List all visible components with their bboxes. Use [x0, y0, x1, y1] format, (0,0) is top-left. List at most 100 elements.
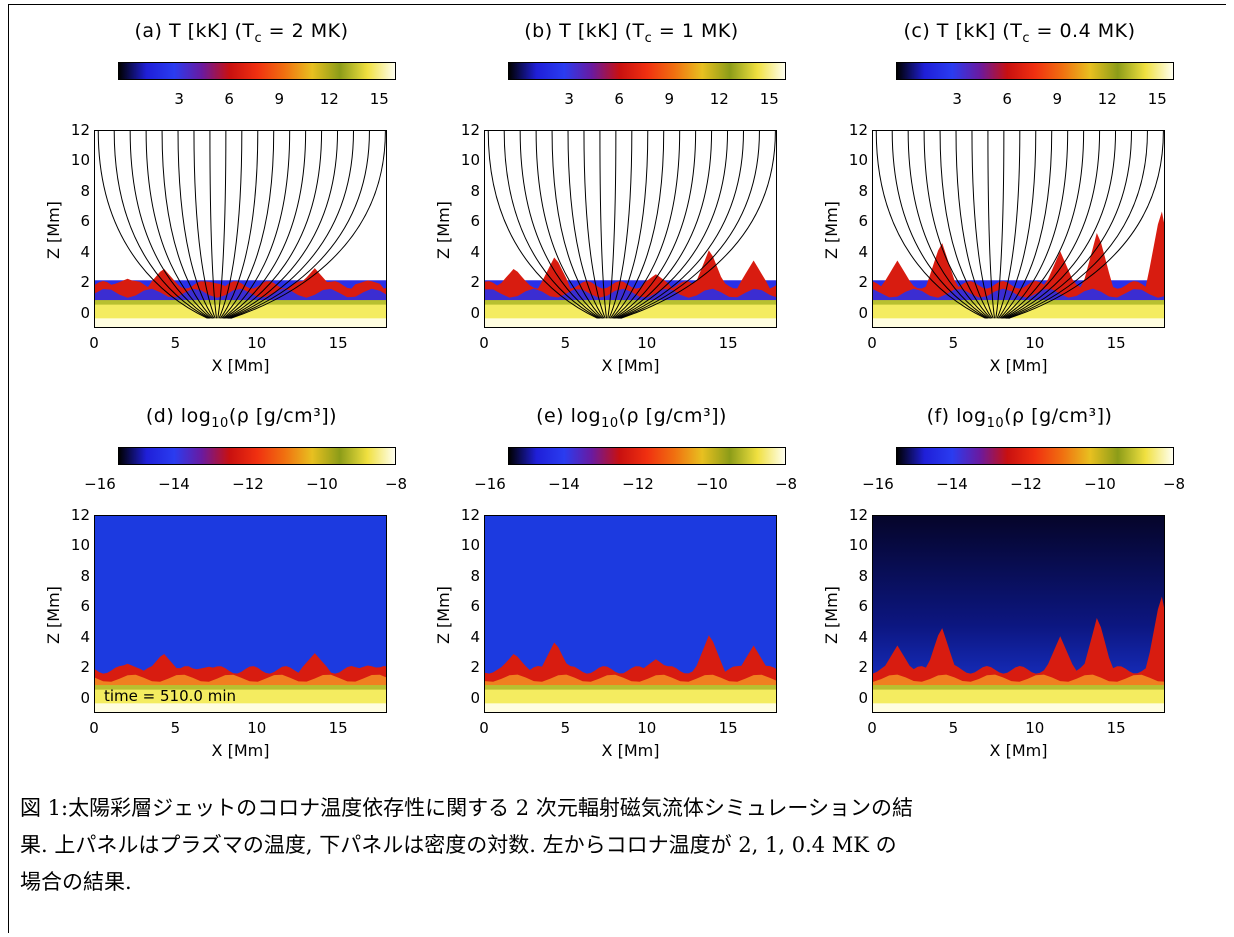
y-tick-label: 8	[80, 181, 90, 200]
corona-region	[95, 131, 386, 281]
y-tick-label: 2	[80, 273, 90, 292]
photosphere-bright	[873, 318, 1164, 327]
colorbar	[118, 447, 396, 465]
x-tick-label: 0	[867, 334, 877, 352]
plot-area	[484, 130, 777, 328]
colorbar-tick-label: −10	[696, 475, 728, 493]
panel-b: (b) T [kK] (Tc = 1 MK) 3 6 9 12 15 12 10 8 6 4 2 0 0 5…	[434, 20, 820, 400]
y-axis-label: Z [Mm]	[44, 586, 63, 644]
plot-image	[485, 516, 776, 712]
y-tick-label: 8	[858, 566, 868, 585]
field-line	[567, 131, 605, 319]
field-line	[613, 131, 697, 319]
x-tick-label: 10	[1025, 719, 1045, 737]
y-tick-label: 0	[470, 303, 480, 322]
y-tick-label: 4	[80, 627, 90, 646]
colorbar	[118, 62, 396, 80]
field-line	[971, 131, 994, 319]
plot-area	[872, 130, 1165, 328]
x-axis-label: X [Mm]	[211, 356, 270, 375]
field-line	[599, 131, 608, 319]
colorbar-tick-label: −12	[232, 475, 264, 493]
y-tick-label: 10	[460, 536, 480, 555]
title-prefix: (d) log	[145, 405, 212, 427]
colorbar-tick-label: −12	[622, 475, 654, 493]
field-line	[907, 131, 989, 319]
plot-area	[484, 515, 777, 713]
field-line	[1000, 131, 1069, 319]
plot-image	[95, 516, 386, 712]
plot-image	[95, 131, 386, 327]
y-axis-label: Z [Mm]	[434, 201, 453, 259]
field-line	[229, 131, 370, 319]
panel-title: (d) log10(ρ [g/cm³])	[80, 405, 403, 431]
y-tick-label: 6	[858, 212, 868, 231]
x-tick-label: 5	[560, 334, 571, 352]
field-line	[551, 131, 604, 319]
title-subscript: 10	[211, 415, 229, 431]
photosphere-bright	[485, 318, 776, 327]
y-tick-label: 0	[80, 303, 90, 322]
title-prefix: (c) T [kK] (T	[903, 20, 1023, 42]
x-axis-label: X [Mm]	[601, 741, 660, 760]
y-tick-label: 10	[460, 151, 480, 170]
caption-line-2: 果. 上パネルはプラズマの温度, 下パネルは密度の対数. 左からコロナ温度が 2…	[20, 833, 897, 857]
field-line	[923, 131, 990, 319]
field-line	[503, 131, 600, 319]
field-line	[519, 131, 601, 319]
x-tick-label: 0	[867, 719, 877, 737]
title-subscript: c	[254, 30, 263, 46]
colorbar	[896, 447, 1174, 465]
field-line	[193, 131, 216, 319]
field-line	[222, 131, 291, 319]
colorbar	[508, 447, 786, 465]
y-tick-label: 10	[70, 536, 90, 555]
y-tick-label: 2	[470, 273, 480, 292]
plot-image	[873, 131, 1164, 327]
field-line	[227, 131, 354, 319]
field-line	[612, 131, 681, 319]
field-line	[609, 131, 649, 319]
field-line	[999, 131, 1053, 319]
x-tick-label: 0	[479, 719, 489, 737]
colorbar-tick-label: −16	[84, 475, 116, 493]
panel-title: (f) log10(ρ [g/cm³])	[858, 405, 1181, 431]
x-tick-label: 0	[89, 719, 99, 737]
colorbar-tick-label: −16	[474, 475, 506, 493]
x-tick-label: 15	[718, 719, 738, 737]
x-axis-label: X [Mm]	[989, 356, 1048, 375]
title-prefix: (b) T [kK] (T	[524, 20, 645, 42]
x-tick-label: 10	[637, 719, 657, 737]
x-tick-label: 5	[170, 719, 181, 737]
colorbar-tick-label: −8	[1162, 475, 1186, 493]
x-tick-label: 15	[1106, 719, 1126, 737]
field-line	[217, 131, 227, 319]
colorbar-tick-label: 9	[664, 90, 675, 108]
corona-region	[873, 131, 1164, 281]
y-tick-label: 6	[80, 597, 90, 616]
colorbar-tick-label: −10	[1084, 475, 1116, 493]
colorbar-tick-label: −8	[384, 475, 408, 493]
plot-area	[94, 130, 387, 328]
y-axis-label: Z [Mm]	[822, 586, 841, 644]
y-tick-label: 8	[858, 181, 868, 200]
title-suffix: = 2 MK)	[262, 20, 349, 42]
x-tick-label: 5	[170, 334, 181, 352]
field-line	[161, 131, 214, 319]
y-tick-label: 12	[460, 121, 480, 139]
y-tick-label: 12	[460, 506, 480, 524]
y-tick-label: 6	[80, 212, 90, 231]
colorbar-tick-label: −14	[548, 475, 580, 493]
figure-frame	[8, 4, 1226, 933]
field-line	[97, 131, 208, 319]
field-line	[1003, 131, 1101, 319]
field-line	[611, 131, 665, 319]
title-suffix: (ρ [g/cm³])	[1004, 405, 1113, 427]
field-line	[995, 131, 1005, 319]
y-tick-label: 4	[858, 242, 868, 261]
x-tick-label: 10	[247, 334, 267, 352]
field-line	[617, 131, 744, 319]
field-line	[1004, 131, 1117, 319]
colorbar-tick-label: 3	[564, 90, 574, 108]
colorbar-tick-label: 12	[319, 90, 339, 108]
